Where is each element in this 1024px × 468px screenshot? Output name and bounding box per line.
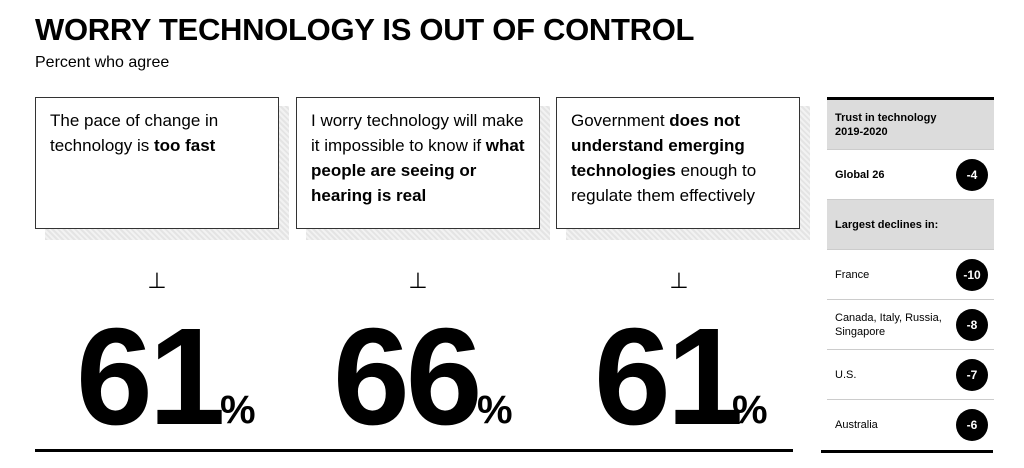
statement-emphasis: too fast [153,136,216,155]
statement-text: I worry technology will make it impossib… [311,111,524,155]
statement-text: Government [571,111,670,130]
country-row: France -10 [827,250,994,300]
statement-emphasis: what people are seeing or hearing is rea… [311,136,525,205]
connector-icon: ⊥ [408,268,428,293]
row-label: France [835,268,870,281]
percent-sign: % [477,388,513,432]
declines-header: Largest declines in: [827,200,994,250]
change-badge: -6 [956,408,988,441]
percent-sign: % [732,388,768,432]
change-badge: -7 [956,358,988,391]
sidebar-header: Trust in technology 2019-2020 [827,100,994,150]
statement-text: enough to regulate them effectively [571,161,757,205]
percent-value-2: 66 [333,300,482,454]
divider [35,449,793,452]
percent-value-1: 61 [76,300,225,454]
connector-icon: ⊥ [669,268,689,293]
country-row: Australia -6 [827,400,994,449]
change-badge: -10 [956,258,988,291]
change-badge: -8 [956,308,988,341]
statement-card-1: The pace of change in technology is too … [35,97,279,229]
statement-text: The pace of change in technology is [50,111,219,155]
statement-emphasis: does not understand emerging technologie… [571,111,745,180]
percent-value-3: 61 [594,300,743,454]
trust-sidebar: Trust in technology 2019-2020 Global 26 -… [827,97,994,449]
sidebar-divider [821,450,993,453]
country-row: U.S. -7 [827,350,994,400]
percent-sign: % [220,388,256,432]
global-row: Global 26 -4 [827,150,994,200]
row-label: Australia [835,418,878,431]
connector-icon: ⊥ [147,268,167,293]
statement-card-3: Government does not understand emerging … [556,97,800,229]
statement-card-2: I worry technology will make it impossib… [296,97,540,229]
page-subtitle: Percent who agree [35,54,170,71]
row-label: U.S. [835,368,857,381]
row-label: Global 26 [835,168,885,181]
sidebar-header-text: Trust in technology 2019-2020 [835,111,937,138]
change-badge: -4 [956,158,988,191]
row-label: Canada, Italy, Russia, Singapore [835,311,942,338]
country-row: Canada, Italy, Russia, Singapore -8 [827,300,994,350]
page-title: WORRY TECHNOLOGY IS OUT OF CONTROL [35,12,695,47]
declines-header-text: Largest declines in: [835,218,939,231]
